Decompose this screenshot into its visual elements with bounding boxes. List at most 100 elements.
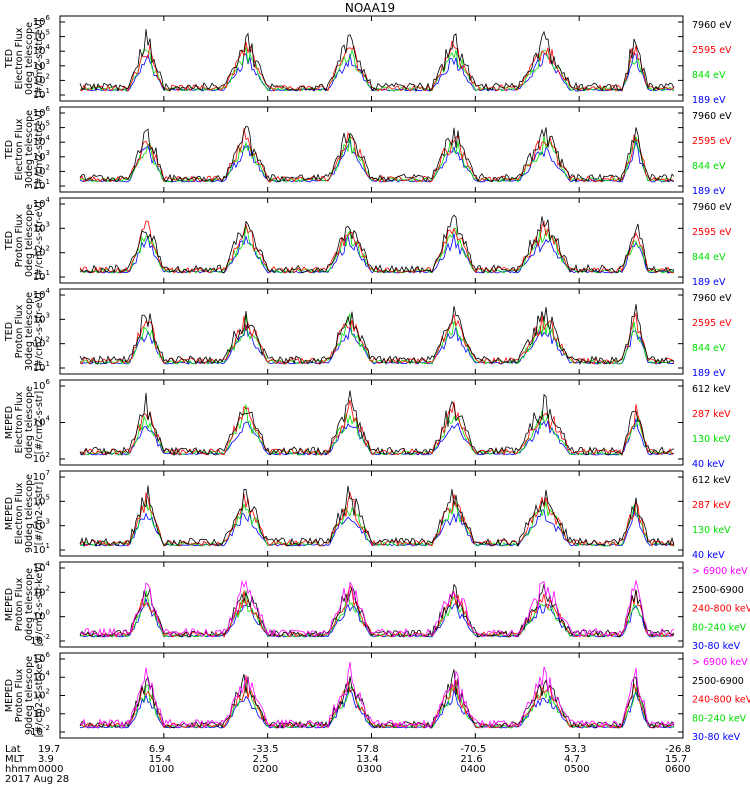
legend-entry: 40 keV [692, 459, 725, 470]
legend-entry: 844 eV [692, 70, 726, 81]
x-tick-label: 19.7 [38, 744, 60, 755]
x-tick-label: 4.7 [564, 754, 580, 765]
x-tick-label: 0200 [253, 764, 278, 775]
x-tick-label: 2.5 [253, 754, 269, 765]
legend-entry: 287 keV [692, 500, 731, 511]
y-tick-label: 102 [33, 336, 50, 350]
legend-entry: 7960 eV [692, 293, 732, 304]
legend-entry: 130 keV [692, 434, 731, 445]
y-tick-label: 100 [33, 706, 50, 720]
legend-entry: 40 keV [692, 550, 725, 561]
legend-entry: 240-800 keV [692, 695, 750, 706]
series-trace [79, 390, 675, 457]
legend-entry: > 6900 keV [692, 566, 748, 577]
series-trace [79, 29, 675, 93]
x-tick-label: 6.9 [149, 744, 165, 755]
legend-entry: 240-800 keV [692, 604, 750, 615]
chart-title: NOAA19 [345, 1, 395, 15]
legend-entry: 2595 eV [692, 45, 732, 56]
series-trace [79, 220, 675, 274]
x-tick-label: -26.8 [665, 744, 691, 755]
series-trace [79, 134, 675, 183]
y-axis-label: TEDProton Flux30deg telescope[#/cm2-s-st… [4, 292, 45, 371]
legend-entry: 189 eV [692, 368, 726, 379]
y-tick-label: 104 [33, 560, 51, 574]
y-axis-label: MEPEDElectron Flux0deg telescope[#/cm2-s… [4, 386, 45, 459]
y-tick-label: 105 [33, 493, 50, 507]
legend-entry: > 6900 keV [692, 657, 748, 668]
y-tick-label: 101 [33, 360, 50, 374]
y-tick-label: 10-2 [30, 724, 50, 738]
series-trace [79, 662, 675, 729]
x-tick-label: 0500 [564, 764, 589, 775]
y-tick-label: 101 [33, 178, 50, 192]
series-trace [79, 46, 675, 92]
y-axis-label: TEDProton Flux0deg telescope[#/cm2-s-str… [4, 201, 45, 280]
legend-entry: 30-80 keV [692, 641, 741, 652]
series-trace [79, 485, 675, 548]
x-tick-label: 0300 [357, 764, 382, 775]
legend-entry: 7960 eV [692, 202, 732, 213]
y-tick-label: 102 [33, 163, 50, 177]
y-tick-label: 102 [33, 688, 50, 702]
legend-entry: 844 eV [692, 161, 726, 172]
series-trace [79, 689, 675, 729]
y-tick-label: 104 [33, 287, 51, 301]
x-tick-label: 13.4 [357, 754, 379, 765]
x-axis-row-label: hhmm [5, 764, 37, 775]
y-axis-label: MEPEDProton Flux90deg telescope[#/cm2-s-… [4, 654, 45, 738]
legend-entry: 844 eV [692, 343, 726, 354]
y-tick-label: 106 [33, 651, 51, 665]
series-trace [79, 233, 675, 274]
y-tick-label: 103 [33, 220, 50, 234]
y-axis-label: MEPEDProton Flux0deg telescope[#/cm2-s-s… [4, 563, 45, 647]
series-trace [79, 590, 675, 638]
legend-entry: 2595 eV [692, 227, 732, 238]
x-tick-label: 57.8 [357, 744, 379, 755]
series-trace [79, 128, 675, 183]
y-tick-label: 100 [33, 609, 50, 623]
y-tick-label: 106 [33, 378, 51, 392]
legend-entry: 2500-6900 [692, 585, 744, 596]
series-trace [79, 669, 675, 729]
x-tick-label: 3.9 [38, 754, 54, 765]
x-tick-label: -33.5 [253, 744, 279, 755]
y-tick-label: 102 [33, 72, 50, 86]
legend-entry: 7960 eV [692, 20, 732, 31]
y-tick-label: 101 [33, 87, 50, 101]
legend-entry: 844 eV [692, 252, 726, 263]
y-axis-label: TEDElectron Flux0deg telescope[#/cm2-s-s… [4, 19, 45, 98]
legend-entry: 80-240 keV [692, 713, 747, 724]
x-tick-label: 0400 [460, 764, 485, 775]
x-axis-row-label: 2017 Aug 28 [5, 774, 69, 785]
series-trace [79, 399, 675, 457]
y-tick-label: 105 [33, 29, 50, 43]
y-tick-label: 107 [33, 469, 50, 483]
legend-entry: 189 eV [692, 95, 726, 106]
series-trace [79, 675, 675, 729]
y-tick-label: 104 [33, 669, 51, 683]
series-trace [79, 125, 675, 184]
y-tick-label: 105 [33, 120, 50, 134]
x-tick-label: 53.3 [564, 744, 586, 755]
y-tick-label: 103 [33, 149, 50, 163]
y-tick-label: 104 [33, 134, 51, 148]
legend-entry: 287 keV [692, 409, 731, 420]
panel-frame [59, 197, 684, 284]
series-trace [79, 579, 675, 639]
x-tick-label: -70.5 [460, 744, 486, 755]
x-axis-row-label: MLT [5, 754, 25, 765]
legend-entry: 130 keV [692, 525, 731, 536]
legend-entry: 189 eV [692, 277, 726, 288]
y-tick-label: 104 [33, 43, 51, 57]
y-tick-label: 10-2 [30, 633, 50, 647]
series-trace [79, 214, 675, 275]
y-axis-label: TEDElectron Flux30deg telescope[#/cm2-s-… [4, 110, 45, 189]
